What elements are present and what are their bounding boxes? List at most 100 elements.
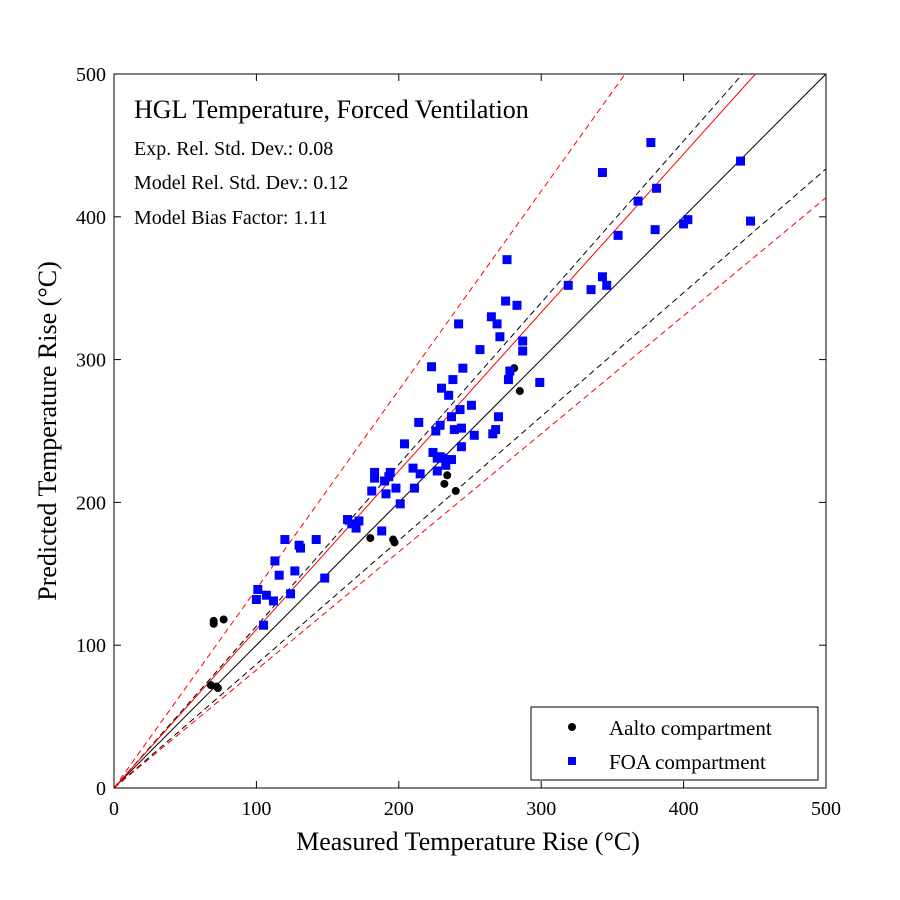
data-point-foa-0 — [251, 595, 261, 605]
data-point-foa-40 — [437, 383, 447, 393]
data-points — [206, 138, 756, 693]
data-point-foa-46 — [448, 375, 458, 385]
legend-label-foa: FOA compartment — [609, 750, 766, 774]
data-point-foa-83 — [746, 216, 756, 226]
data-point-foa-4 — [268, 596, 278, 606]
reference-line-1 — [113, 73, 743, 789]
data-point-foa-52 — [458, 363, 468, 373]
x-tick-label: 0 — [109, 798, 119, 820]
data-point-foa-36 — [432, 466, 442, 476]
annotation-model-std-dev: Model Rel. Std. Dev.: 0.12 — [134, 172, 348, 194]
legend: Aalto compartment FOA compartment — [530, 706, 819, 781]
data-point-foa-51 — [456, 442, 466, 452]
data-point-foa-9 — [290, 566, 300, 576]
data-point-foa-73 — [597, 168, 607, 178]
data-point-aalto-11 — [451, 486, 460, 495]
data-point-foa-21 — [377, 526, 387, 536]
data-point-foa-35 — [431, 426, 441, 436]
x-tick-label: 400 — [669, 798, 699, 820]
data-point-foa-2 — [259, 620, 269, 630]
data-point-foa-70 — [563, 280, 573, 290]
data-point-aalto-5 — [219, 615, 228, 624]
data-point-foa-74 — [602, 280, 612, 290]
data-point-foa-26 — [391, 483, 401, 493]
data-point-foa-30 — [409, 483, 419, 493]
annotation-exp-std-dev: Exp. Rel. Std. Dev.: 0.08 — [134, 138, 333, 160]
data-point-aalto-6 — [366, 534, 375, 543]
data-point-foa-3 — [261, 590, 271, 600]
data-point-foa-62 — [501, 296, 511, 306]
data-point-foa-63 — [502, 255, 512, 265]
data-point-foa-78 — [650, 225, 660, 235]
data-point-foa-75 — [613, 230, 623, 240]
data-point-foa-20 — [370, 467, 380, 477]
reference-lines — [113, 73, 827, 789]
data-point-foa-49 — [455, 405, 465, 415]
data-point-foa-16 — [351, 523, 361, 533]
y-tick-label: 100 — [76, 635, 106, 657]
data-point-foa-31 — [414, 417, 424, 427]
annotation-bias-factor: Model Bias Factor: 1.11 — [134, 207, 328, 229]
data-point-foa-32 — [415, 469, 425, 479]
reference-line-4 — [113, 73, 626, 789]
data-point-foa-8 — [286, 589, 296, 599]
data-point-foa-33 — [427, 362, 437, 372]
data-point-foa-28 — [399, 439, 409, 449]
y-tick-label: 300 — [76, 350, 106, 372]
data-point-foa-12 — [311, 535, 321, 545]
legend-label-aalto: Aalto compartment — [609, 716, 772, 740]
data-point-aalto-4 — [213, 684, 222, 693]
data-point-foa-11 — [296, 543, 306, 553]
data-point-foa-58 — [491, 425, 501, 435]
data-point-foa-29 — [408, 463, 418, 473]
x-tick-label: 300 — [526, 798, 556, 820]
data-point-foa-25 — [385, 467, 395, 477]
legend-marker-aalto — [568, 723, 576, 731]
data-point-foa-81 — [683, 215, 693, 225]
x-axis-title: Measured Temperature Rise (°C) — [296, 827, 640, 856]
data-point-foa-7 — [280, 535, 290, 545]
data-point-aalto-8 — [390, 538, 399, 547]
y-tick-label: 500 — [76, 64, 106, 86]
data-point-aalto-10 — [443, 471, 452, 480]
data-point-foa-42 — [441, 460, 451, 470]
axis-ticks: 0 100 200 300 400 500 0 100 200 300 400 500 — [76, 64, 841, 820]
data-point-aalto-14 — [515, 387, 524, 396]
data-point-foa-77 — [646, 138, 656, 148]
data-point-foa-59 — [492, 319, 502, 329]
x-tick-label: 500 — [811, 798, 841, 820]
data-point-foa-66 — [512, 300, 522, 310]
legend-box — [530, 706, 819, 781]
data-point-foa-55 — [475, 345, 485, 355]
x-tick-label: 100 — [241, 798, 271, 820]
y-tick-label: 200 — [76, 492, 106, 514]
y-tick-label: 0 — [96, 778, 106, 800]
data-point-foa-45 — [446, 412, 456, 422]
data-point-foa-54 — [469, 430, 479, 440]
data-point-foa-5 — [270, 556, 280, 566]
data-point-foa-47 — [449, 425, 459, 435]
data-point-foa-34 — [428, 447, 438, 457]
reference-line-5 — [113, 197, 827, 789]
data-point-foa-76 — [633, 196, 643, 206]
data-point-foa-65 — [505, 366, 515, 376]
data-point-foa-43 — [444, 390, 454, 400]
data-point-foa-48 — [454, 319, 464, 329]
data-point-foa-27 — [395, 499, 405, 509]
data-point-foa-71 — [586, 285, 596, 295]
y-tick-label: 400 — [76, 207, 106, 229]
data-point-foa-50 — [456, 423, 466, 433]
data-point-foa-69 — [535, 377, 545, 387]
data-point-foa-68 — [518, 336, 528, 346]
data-point-foa-41 — [438, 453, 448, 463]
data-point-foa-44 — [446, 455, 456, 465]
y-axis-title: Predicted Temperature Rise (°C) — [33, 261, 62, 601]
data-point-foa-17 — [354, 516, 364, 526]
data-point-foa-53 — [466, 400, 476, 410]
data-point-foa-72 — [597, 272, 607, 282]
legend-marker-foa — [568, 757, 576, 765]
data-point-foa-60 — [493, 412, 503, 422]
data-point-foa-61 — [495, 332, 505, 342]
data-point-foa-19 — [370, 473, 380, 483]
